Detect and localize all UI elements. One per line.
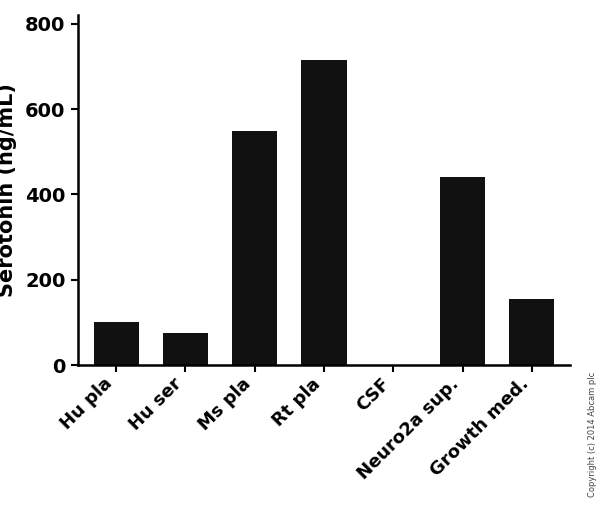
Bar — [163, 333, 208, 365]
Bar — [232, 131, 277, 365]
Bar — [509, 299, 554, 365]
Text: Copyright (c) 2014 Abcam plc: Copyright (c) 2014 Abcam plc — [588, 372, 597, 497]
Y-axis label: Serotonin (ng/mL): Serotonin (ng/mL) — [0, 83, 17, 297]
Bar — [301, 60, 347, 365]
Bar — [440, 177, 485, 365]
Bar — [94, 322, 139, 365]
